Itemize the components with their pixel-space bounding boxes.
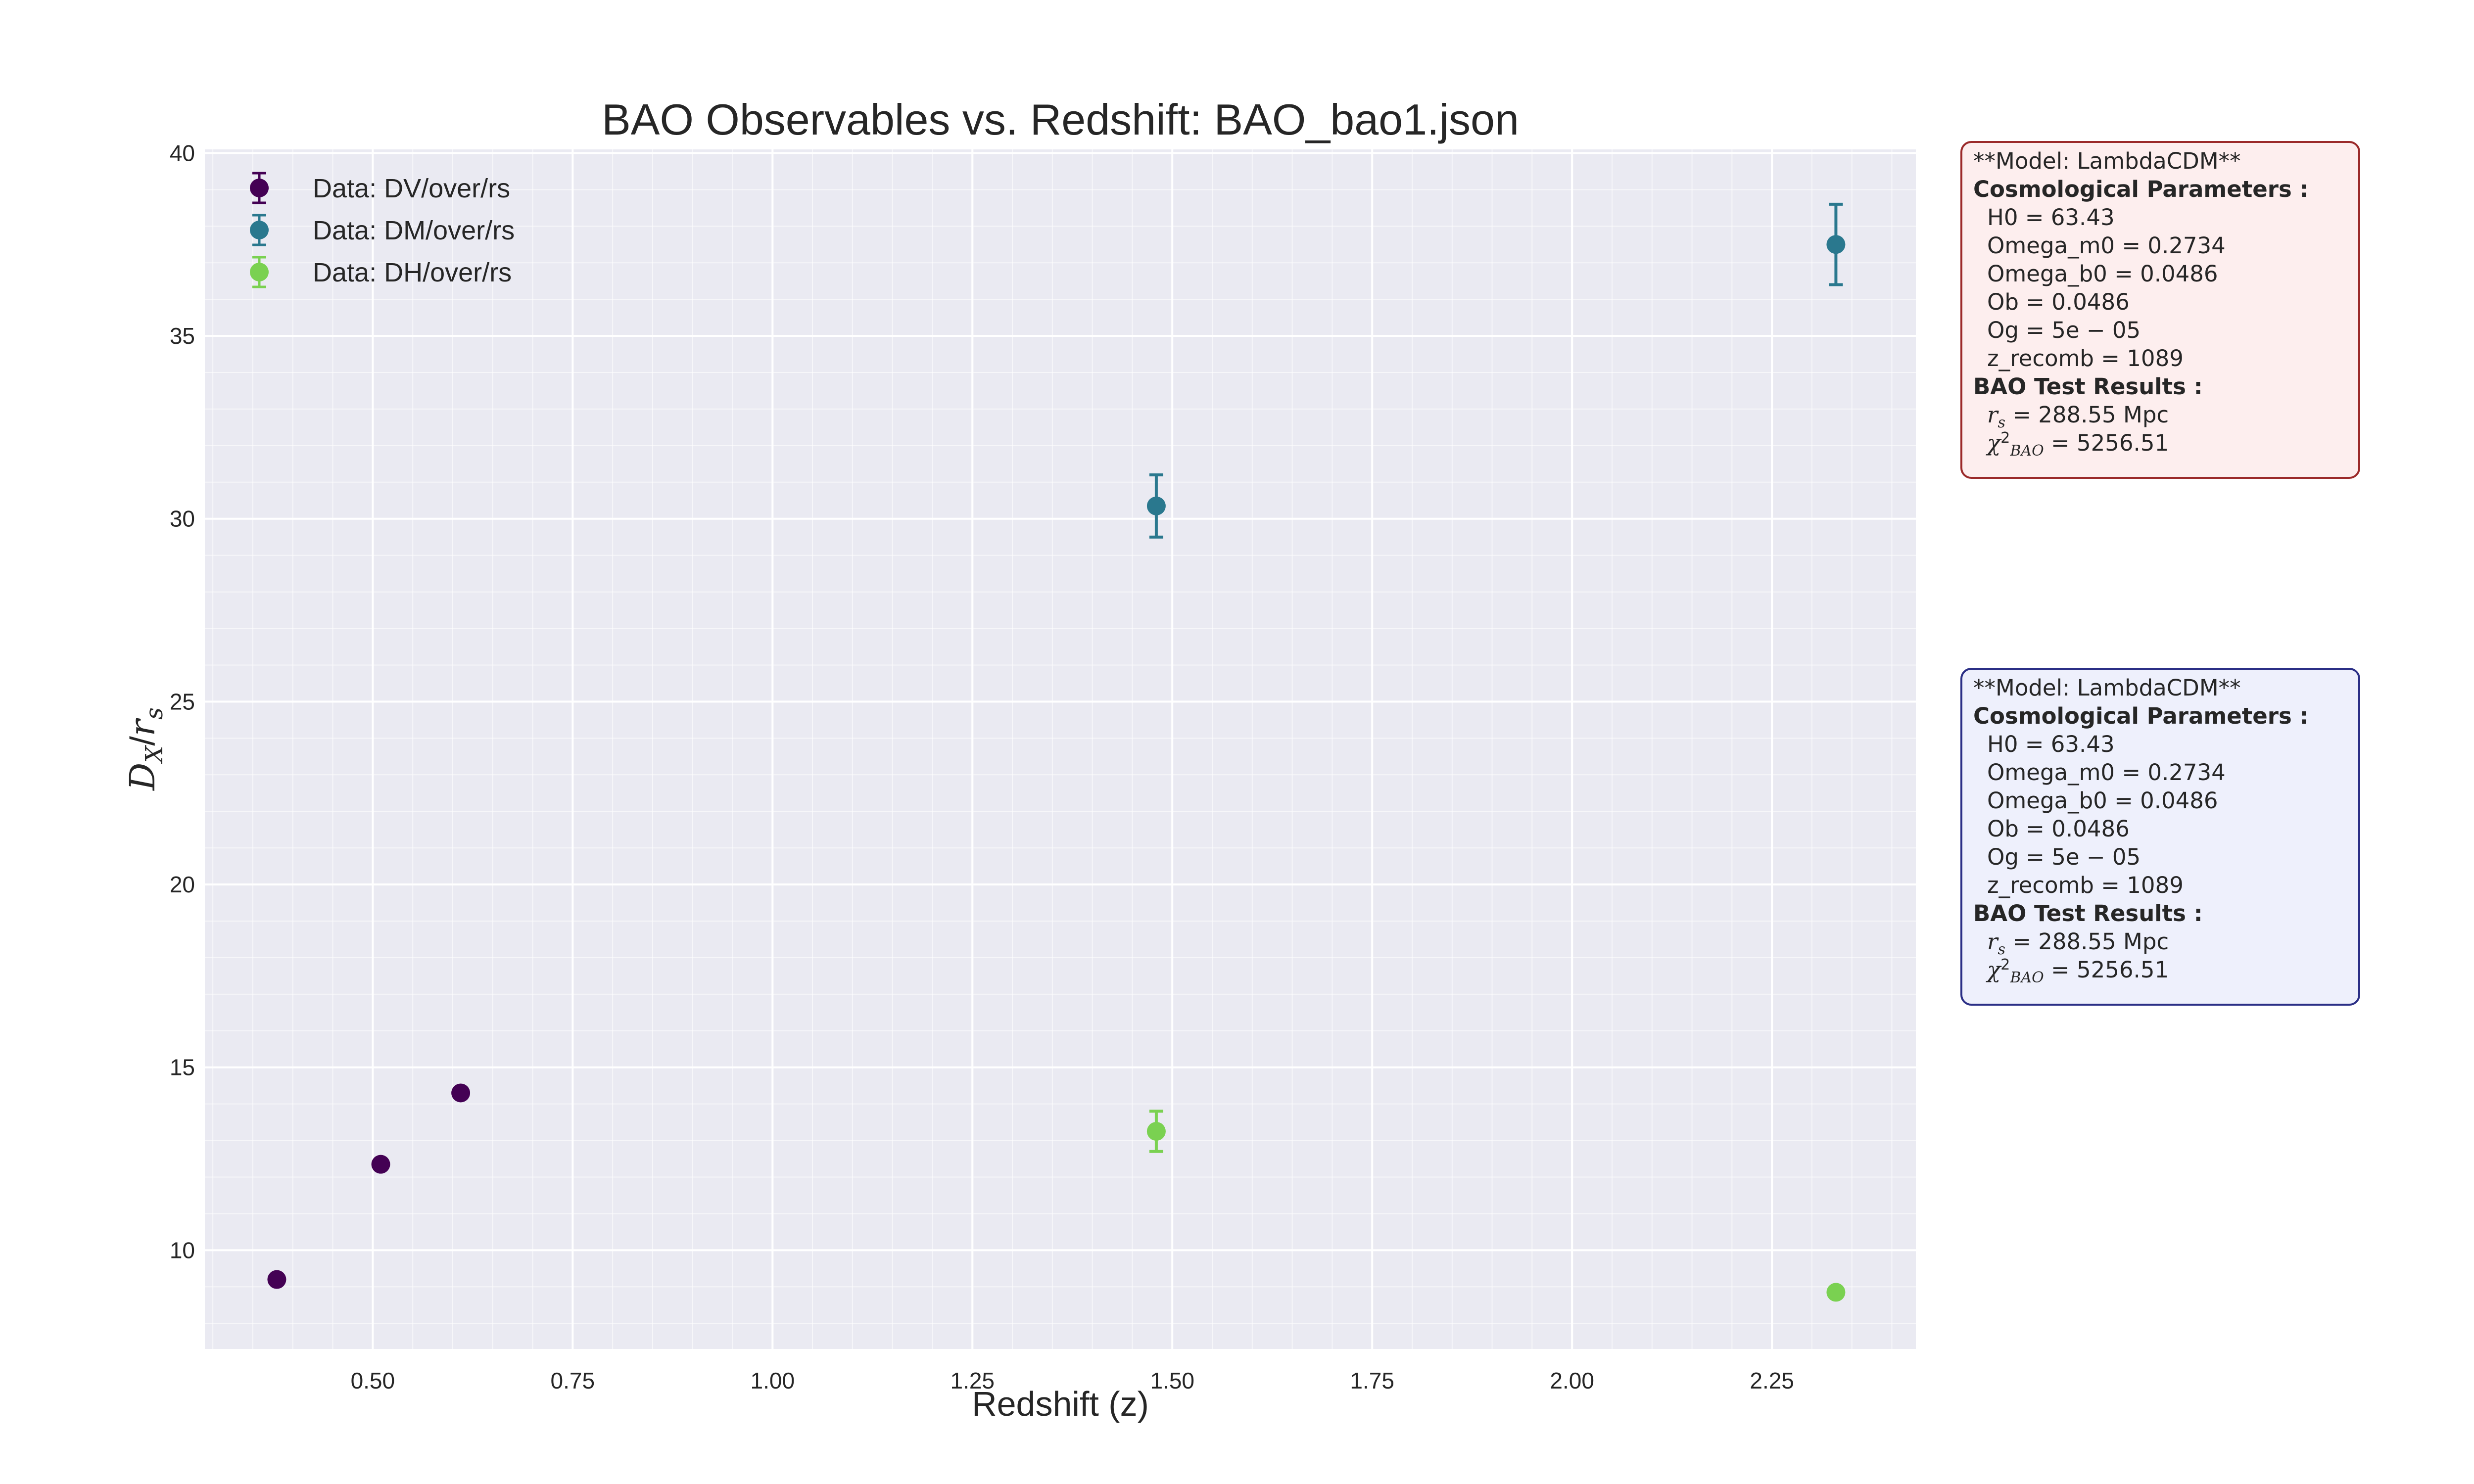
y-tick-label: 35 <box>170 323 195 349</box>
plot-area <box>205 149 1916 1349</box>
y-tick-label: 15 <box>170 1055 195 1080</box>
model-name: **Model: LambdaCDM** <box>1973 675 2241 701</box>
marker <box>451 1083 471 1103</box>
x-tick-label: 0.50 <box>351 1368 395 1393</box>
param-ob: Ob = 0.0486 <box>1987 816 2130 842</box>
result-rs-value: = 288.55 Mpc <box>2005 402 2169 428</box>
params-heading: Cosmological Parameters : <box>1973 176 2309 202</box>
legend-marker-dh <box>250 263 269 281</box>
param-h0: H0 = 63.43 <box>1987 204 2115 231</box>
param-z-recomb: z_recomb = 1089 <box>1987 872 2184 898</box>
results-heading: BAO Test Results : <box>1973 900 2203 927</box>
legend-entry-dh: Data: DH/over/rs <box>250 256 512 288</box>
x-tick-label: 1.25 <box>950 1368 995 1393</box>
grid-lines <box>205 149 1916 1349</box>
result-chi2: χ2BAO = 5256.51 <box>1987 429 2169 460</box>
param-omega-m0: Omega_m0 = 0.2734 <box>1987 759 2226 786</box>
y-axis-ticks: 10 15 20 25 30 35 40 <box>170 140 195 1263</box>
param-og: Og = 5e − 05 <box>1987 844 2141 870</box>
model-info-box-2: **Model: LambdaCDM** Cosmological Parame… <box>1960 668 2360 1006</box>
y-tick-label: 30 <box>170 506 195 532</box>
x-axis-label: Redshift (z) <box>972 1385 1149 1423</box>
y-tick-label: 40 <box>170 140 195 166</box>
param-ob: Ob = 0.0486 <box>1987 289 2130 315</box>
x-tick-label: 0.75 <box>551 1368 595 1393</box>
data-point-dv <box>267 1270 286 1289</box>
svg-text:DX/rs: DX/rs <box>122 707 168 791</box>
results-heading: BAO Test Results : <box>1973 373 2203 400</box>
data-point-dm <box>1826 202 1846 286</box>
result-rs-value: = 288.55 Mpc <box>2005 928 2169 955</box>
legend-entry-dm: Data: DM/over/rs <box>250 214 515 246</box>
params-heading: Cosmological Parameters : <box>1973 703 2309 729</box>
marker <box>371 1155 390 1174</box>
result-rs: rs = 288.55 Mpc <box>1987 402 2169 431</box>
model-name: **Model: LambdaCDM** <box>1973 148 2241 174</box>
y-tick-label: 20 <box>170 872 195 897</box>
param-og: Og = 5e − 05 <box>1987 317 2141 343</box>
legend-marker-dm <box>250 221 269 239</box>
legend-label-dh: Data: DH/over/rs <box>313 258 512 287</box>
legend-label-dm: Data: DM/over/rs <box>313 216 515 245</box>
param-h0: H0 = 63.43 <box>1987 731 2115 757</box>
x-tick-label: 2.00 <box>1550 1368 1594 1393</box>
x-axis-ticks: 0.50 0.75 1.00 1.25 1.50 1.75 2.00 2.25 <box>351 1368 1794 1393</box>
legend-label-dv: Data: DV/over/rs <box>313 174 510 203</box>
result-chi2-value: = 5256.51 <box>2044 957 2169 983</box>
legend-entry-dv: Data: DV/over/rs <box>250 172 510 204</box>
model-info-box-1: **Model: LambdaCDM** Cosmological Parame… <box>1960 141 2360 479</box>
marker <box>1826 1283 1846 1302</box>
legend: Data: DV/over/rs Data: DM/over/rs Data: … <box>250 172 515 288</box>
chart-title: BAO Observables vs. Redshift: BAO_bao1.j… <box>602 95 1519 144</box>
data-point-dh <box>1826 1283 1846 1302</box>
x-tick-label: 1.75 <box>1350 1368 1394 1393</box>
legend-marker-dv <box>250 179 269 197</box>
y-tick-label: 10 <box>170 1237 195 1263</box>
y-axis-label: DX/rs <box>122 707 168 791</box>
param-omega-m0: Omega_m0 = 0.2734 <box>1987 232 2226 259</box>
x-tick-label: 1.00 <box>751 1368 795 1393</box>
data-point-dv <box>451 1083 471 1103</box>
data-point-dv <box>371 1155 390 1174</box>
result-rs: rs = 288.55 Mpc <box>1987 928 2169 958</box>
marker <box>1146 496 1166 515</box>
param-omega-b0: Omega_b0 = 0.0486 <box>1987 788 2218 814</box>
data-points <box>267 202 1846 1302</box>
param-omega-b0: Omega_b0 = 0.0486 <box>1987 261 2218 287</box>
x-tick-label: 1.50 <box>1150 1368 1194 1393</box>
result-chi2-value: = 5256.51 <box>2044 430 2169 456</box>
y-tick-label: 25 <box>170 689 195 714</box>
result-chi2: χ2BAO = 5256.51 <box>1987 956 2169 986</box>
marker <box>1826 235 1846 254</box>
data-point-dh <box>1146 1110 1166 1153</box>
marker <box>1146 1122 1166 1141</box>
x-tick-label: 2.25 <box>1750 1368 1794 1393</box>
data-point-dm <box>1146 473 1166 539</box>
marker <box>267 1270 286 1289</box>
param-z-recomb: z_recomb = 1089 <box>1987 345 2184 371</box>
